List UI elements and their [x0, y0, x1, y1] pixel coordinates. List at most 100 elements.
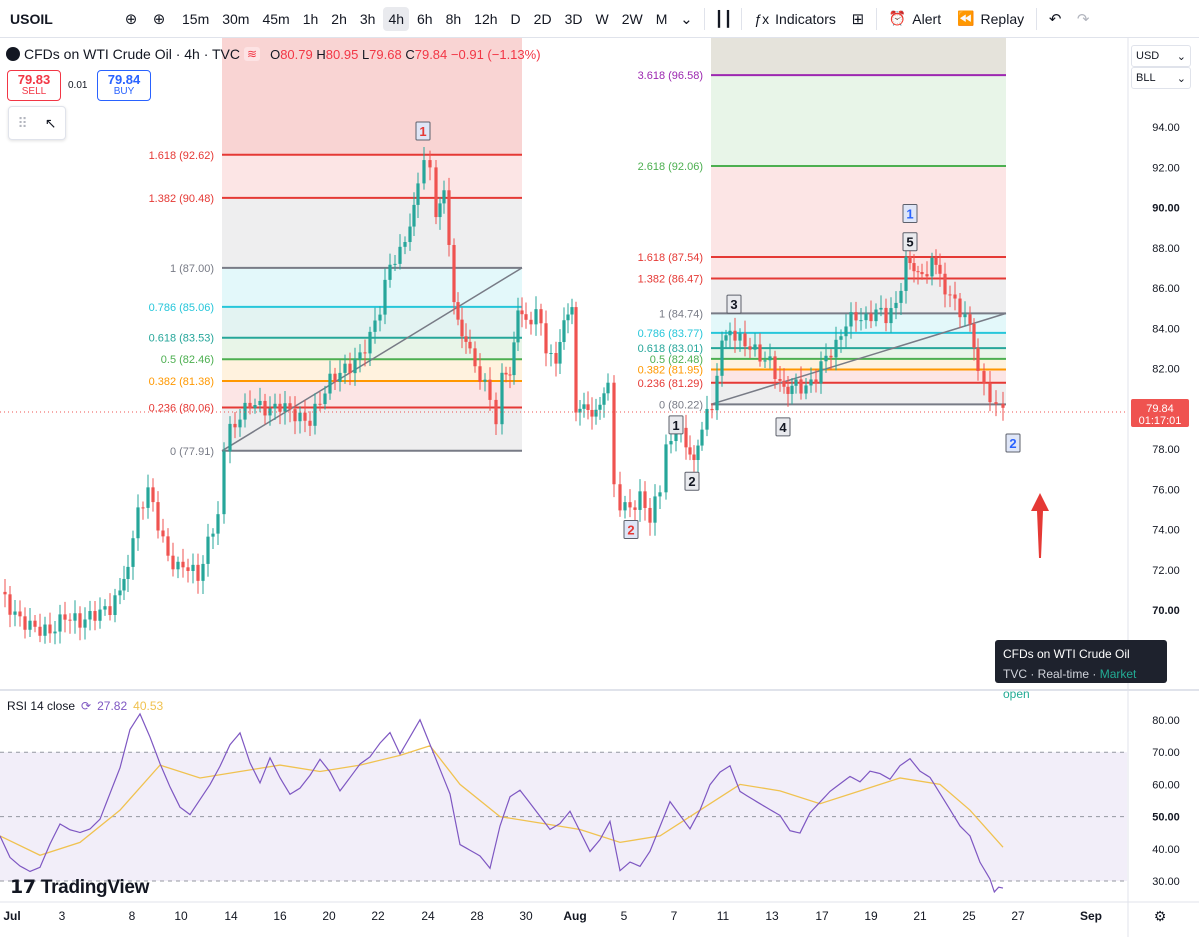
- interval-3h[interactable]: 3h: [359, 10, 376, 27]
- wave-text: 2: [627, 523, 634, 538]
- candle-body: [238, 419, 242, 428]
- candle-body: [994, 402, 998, 404]
- candle-body: [298, 412, 302, 422]
- fib-band: [222, 407, 522, 451]
- candle-body: [908, 256, 912, 264]
- interval-30m[interactable]: 30m: [222, 10, 250, 27]
- candle-body: [308, 420, 312, 426]
- wave-label-1: 1: [415, 121, 431, 141]
- candle-body: [688, 447, 692, 455]
- interval-12h[interactable]: 12h: [474, 10, 498, 27]
- candles-icon[interactable]: ┃┃: [714, 10, 733, 28]
- alert-button[interactable]: ⏰ Alert: [881, 10, 949, 27]
- interval-45m[interactable]: 45m: [262, 10, 290, 27]
- candle-body: [3, 591, 7, 595]
- rsi-tick: 70.00: [1152, 747, 1180, 759]
- indicators-button[interactable]: ƒx Indicators: [746, 11, 844, 27]
- chart-legend: CFDs on WTI Crude Oil · 4h · TVC ≋ O80.7…: [6, 46, 541, 62]
- candle-body: [738, 333, 742, 341]
- chart-canvas[interactable]: 1.618 (92.62) 1.382 (90.48) 1 (87.00) 0.786…: [0, 38, 1199, 937]
- add-symbol-icon[interactable]: ⊕: [152, 10, 166, 28]
- wave-box: [668, 415, 684, 435]
- candle-body: [618, 484, 622, 511]
- candle-body: [633, 507, 637, 510]
- buy-price: 79.84: [107, 72, 141, 88]
- fib-levels: 1.618 (92.62) 1.382 (90.48) 1 (87.00) 0.786…: [149, 70, 1007, 458]
- interval-8h[interactable]: 8h: [445, 10, 462, 27]
- interval-2h[interactable]: 2h: [331, 10, 347, 27]
- tradingview-logo[interactable]: 𝟭𝟳 TradingView: [10, 876, 149, 899]
- fib-label-0: 0 (80.22): [659, 399, 703, 411]
- symbol-search[interactable]: USOIL: [4, 5, 117, 33]
- rsi-label[interactable]: RSI 14 close: [7, 699, 76, 713]
- interval-4h[interactable]: 4h: [383, 6, 410, 31]
- candle-body: [33, 620, 37, 627]
- interval-w[interactable]: W: [595, 10, 609, 27]
- logo-text: TradingView: [40, 877, 150, 898]
- fib-label-0.382: 0.382 (81.95): [638, 365, 703, 377]
- fib-label-0.786: 0.786 (85.06): [149, 302, 214, 314]
- candle-body: [710, 408, 714, 411]
- interval-3d[interactable]: 3D: [564, 10, 583, 27]
- fib-band: [711, 348, 1006, 359]
- candle-body: [920, 272, 924, 275]
- layouts-icon[interactable]: ⊞: [851, 10, 865, 28]
- time-tick: 28: [470, 909, 484, 923]
- interval-15m[interactable]: 15m: [182, 10, 210, 27]
- candle-body: [412, 204, 416, 227]
- candle-body: [156, 502, 160, 531]
- fib-backgrounds: [222, 38, 1006, 451]
- candle-body: [643, 491, 647, 508]
- candle-body: [83, 619, 87, 628]
- candle-body: [976, 347, 980, 372]
- gear-icon: ⚙: [1154, 909, 1167, 925]
- alarm-clock-icon: ⏰: [888, 10, 907, 26]
- candle-body: [373, 320, 377, 332]
- refresh-icon[interactable]: ⟳: [81, 699, 92, 713]
- fib-top-band: [711, 38, 1006, 76]
- candle-body: [141, 507, 145, 509]
- wave-icon[interactable]: ≋: [244, 47, 261, 61]
- fib-band: [711, 382, 1006, 405]
- candle-body: [782, 380, 786, 387]
- candle-body: [623, 502, 627, 511]
- interval-6h[interactable]: 6h: [417, 10, 433, 27]
- legend-title[interactable]: CFDs on WTI Crude Oil · 4h · TVC: [24, 46, 241, 62]
- time-tick: 30: [519, 909, 533, 923]
- drag-handle-icon[interactable]: ⠿: [17, 114, 28, 131]
- buy-button[interactable]: 79.84 BUY: [97, 70, 151, 101]
- price-axis[interactable]: 70.00 72.00 74.00 76.00 78.00 80.00 82.00 84.00…: [1131, 122, 1189, 888]
- currency-select[interactable]: USD ⌄: [1131, 45, 1191, 67]
- candle-body: [884, 307, 888, 324]
- candle-body: [684, 427, 688, 448]
- interval-1h[interactable]: 1h: [302, 10, 319, 27]
- fib-band: [222, 359, 522, 381]
- candle-body: [586, 404, 590, 410]
- interval-d[interactable]: D: [510, 10, 521, 27]
- undo-icon[interactable]: ↶: [1048, 10, 1062, 28]
- unit-select[interactable]: BLL ⌄: [1131, 67, 1191, 89]
- redo-icon[interactable]: ↷: [1076, 10, 1090, 28]
- chevron-down-icon[interactable]: ⌄: [680, 10, 693, 28]
- cursor-arrow-icon[interactable]: ↖: [44, 114, 57, 131]
- interval-2d[interactable]: 2D: [533, 10, 552, 27]
- candle-body: [258, 400, 262, 406]
- candle-body: [363, 352, 367, 354]
- interval-2w[interactable]: 2W: [621, 10, 643, 27]
- candle-body: [293, 409, 297, 422]
- rsi-ma-value: 40.53: [133, 699, 164, 713]
- candle-body: [524, 314, 528, 320]
- wave-label-4: 4: [775, 417, 791, 437]
- candle-body: [196, 564, 200, 581]
- candle-body: [338, 372, 342, 382]
- candle-body: [963, 314, 967, 318]
- time-axis[interactable]: Jul 3 8 10 14 16 20 22 24 28 30 Aug 5 7 11 13 17 19 21 25 27…: [3, 909, 1166, 925]
- candle-body: [582, 404, 586, 409]
- candle-body: [705, 408, 709, 430]
- replay-button[interactable]: ⏪ Replay: [949, 10, 1032, 27]
- candle-body: [323, 393, 327, 405]
- candle-body: [912, 263, 916, 272]
- compare-icon[interactable]: ⊕: [124, 10, 138, 28]
- sell-button[interactable]: 79.83 SELL: [7, 70, 61, 101]
- interval-m[interactable]: M: [655, 10, 668, 27]
